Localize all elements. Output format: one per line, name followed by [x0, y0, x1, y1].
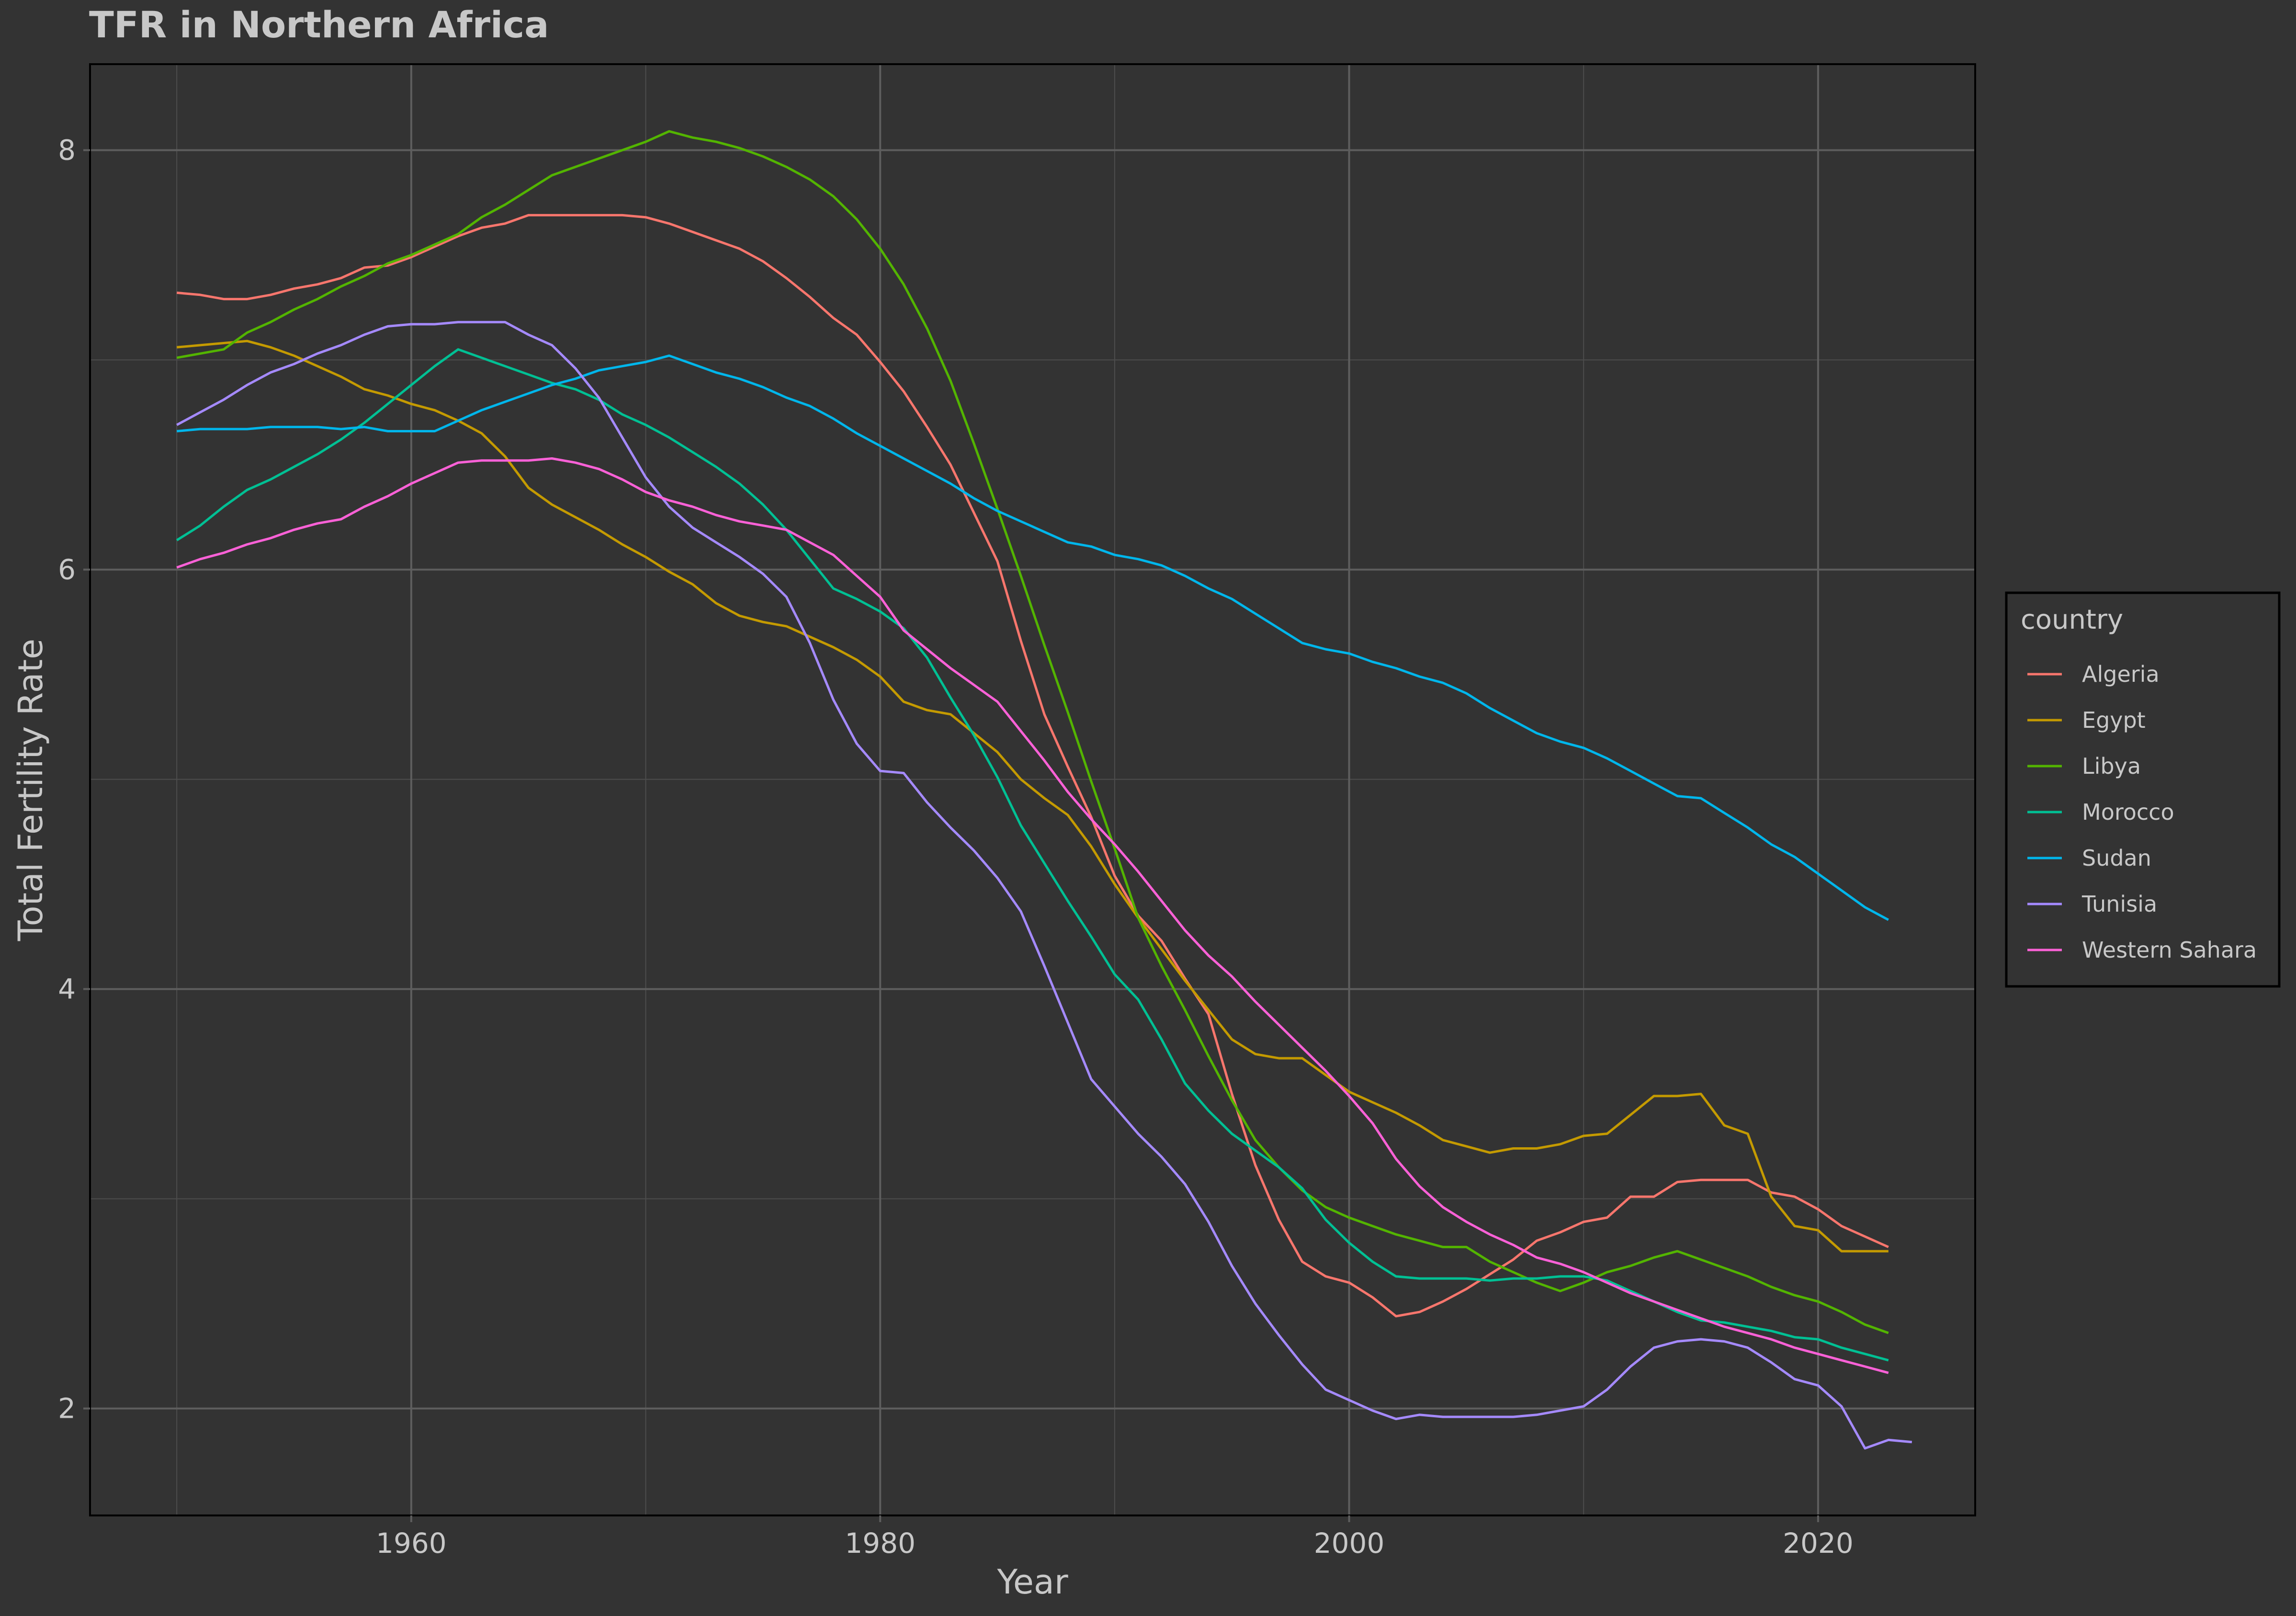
legend-box [2005, 591, 2281, 988]
plot-panel-border [89, 63, 1976, 1516]
legend-label: Egypt [2082, 707, 2146, 733]
x-tick-label: 2000 [1314, 1527, 1385, 1559]
y-tick-label: 2 [58, 1392, 76, 1425]
x-axis-ticks: 1960 1980 2000 2020 [376, 1515, 1854, 1559]
legend-label: Western Sahara [2082, 937, 2257, 963]
x-axis-title: Year [996, 1562, 1068, 1602]
legend-label: Sudan [2082, 845, 2151, 871]
chart-title: TFR in Northern Africa [89, 3, 549, 46]
minor-gridlines [90, 64, 1975, 1515]
series-line-algeria [176, 214, 1889, 1318]
series-line-western-sahara [176, 457, 1889, 1374]
legend-items: Algeria Egypt Libya Morocco Sudan Tunisia West… [2027, 661, 2257, 963]
y-tick-label: 4 [58, 973, 76, 1006]
y-tick-label: 8 [58, 134, 76, 167]
x-tick-label: 1980 [845, 1527, 916, 1559]
legend: country Algeria Egypt Libya Morocco Sudan Tun… [2005, 591, 2281, 988]
major-gridlines [90, 64, 1975, 1515]
legend-title: country [2021, 604, 2123, 635]
legend-label: Libya [2082, 753, 2141, 779]
legend-label: Algeria [2082, 661, 2160, 687]
series-line-egypt [176, 339, 1889, 1253]
y-tick-label: 6 [58, 554, 76, 586]
series-line-tunisia [176, 321, 1912, 1450]
y-axis-title: Total Fertility Rate [11, 639, 50, 941]
series-lines [176, 130, 1912, 1450]
series-line-sudan [176, 354, 1889, 921]
series-line-libya [176, 130, 1889, 1334]
legend-label: Tunisia [2081, 891, 2157, 917]
y-axis-ticks: 2 4 6 8 [58, 134, 90, 1425]
x-tick-label: 1960 [376, 1527, 447, 1559]
x-tick-label: 2020 [1783, 1527, 1854, 1559]
legend-label: Morocco [2082, 799, 2174, 825]
